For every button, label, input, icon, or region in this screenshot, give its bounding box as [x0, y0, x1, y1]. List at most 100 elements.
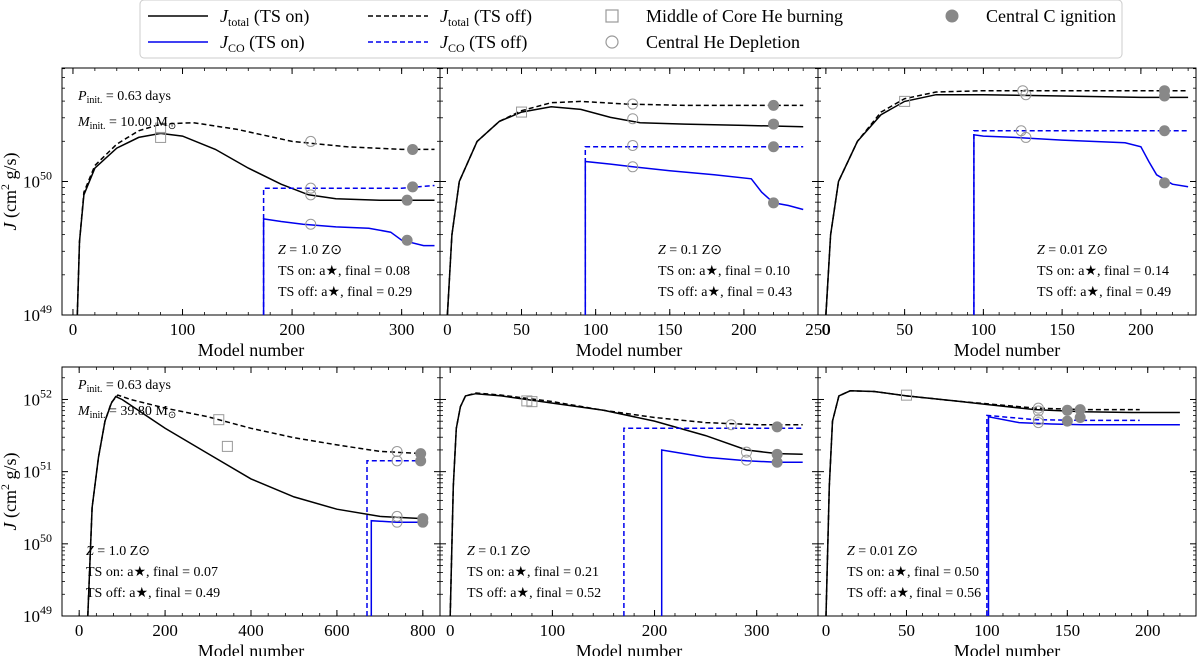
annotation-metallicity: Z = 1.0 Z⊙ [86, 544, 150, 559]
series-line [370, 519, 423, 616]
y-tick-label: 1049 [23, 603, 52, 626]
x-tick-label: 200 [152, 621, 178, 640]
legend-item-jco_on: JCO (TS on) [148, 32, 305, 55]
x-tick-label: 150 [1055, 621, 1081, 640]
x-tick-label: 800 [410, 621, 436, 640]
series-line [76, 132, 435, 315]
series-group [446, 100, 804, 315]
series-line [449, 392, 803, 616]
x-tick-label: 0 [69, 320, 78, 339]
legend-label-jco_off: JCO (TS off) [440, 32, 527, 55]
legend-label-mid: Middle of Core He burning [646, 6, 843, 26]
annotation-metallicity: Z = 0.01 Z⊙ [1037, 243, 1108, 258]
x-tick-label: 50 [513, 320, 530, 339]
marker-central-he-depletion [391, 510, 403, 522]
info-top: Pinit. = 0.63 days Minit. = 10.00 M⊙ [77, 89, 176, 132]
marker-middle-core-he-burning [900, 389, 912, 401]
legend-frame [139, 0, 1123, 59]
y-tick-label: 1050 [23, 531, 52, 554]
legend-item-dep: Central He Depletion [605, 32, 800, 52]
marker-central-he-depletion [305, 218, 317, 230]
marker-central-c-ignition [768, 141, 780, 153]
x-tick-label: 0 [822, 621, 831, 640]
series-line [446, 100, 804, 315]
series-line [986, 414, 1140, 616]
info-bottom: Pinit. = 0.63 days Minit. = 39.80 M⊙ [77, 378, 176, 421]
y-tick-label: 1050 [23, 168, 52, 191]
x-tick-label: 250 [805, 320, 831, 339]
x-axis-label: Model number [576, 340, 682, 360]
x-tick-label: 200 [1128, 320, 1154, 339]
x-axis-label: Model number [198, 340, 304, 360]
x-axis-label: Model number [198, 641, 304, 656]
x-tick-label: 600 [324, 621, 350, 640]
marker-central-he-depletion [391, 445, 403, 457]
marker-central-c-ignition [415, 455, 427, 467]
series-line [973, 130, 1189, 315]
legend-label-jt_on: Jtotal (TS on) [220, 6, 309, 29]
marker-central-he-depletion [725, 419, 737, 431]
series-line [660, 449, 803, 616]
annotation-ts-off-spin: TS off: a★, final = 0.29 [278, 285, 412, 300]
marker-middle-core-he-burning [899, 95, 911, 107]
annotation-ts-off-spin: TS off: a★, final = 0.43 [658, 285, 792, 300]
panel-bottom-left: 0 200 400 600 800 1049 1050 1051 1052 Model numbe… [0, 366, 441, 656]
marker-central-he-depletion [740, 446, 752, 458]
x-tick-label: 200 [1135, 621, 1161, 640]
x-tick-label: 100 [540, 621, 566, 640]
panel-top-right: 0 50 100 150 200 Model number Z = 0.01 Z⊙ TS on… [817, 67, 1197, 360]
annotation-metallicity: Z = 0.1 Z⊙ [658, 243, 722, 258]
y-tick-label: 1052 [23, 386, 52, 409]
series-line [987, 415, 1180, 616]
annotation-ts-on-spin: TS on: a★, final = 0.10 [658, 264, 790, 279]
annotation-ts-on-spin: TS on: a★, final = 0.14 [1037, 264, 1169, 279]
marker-central-he-depletion [305, 135, 317, 147]
marker-central-he-depletion [627, 113, 639, 125]
x-tick-label: 100 [170, 320, 196, 339]
marker-central-he-depletion [740, 454, 752, 466]
marker-central-he-depletion [1032, 414, 1044, 426]
marker-middle-core-he-burning [213, 414, 225, 426]
series-group [449, 392, 803, 616]
marker-central-c-ignition [401, 234, 413, 246]
marker-central-he-depletion [627, 161, 639, 173]
y-axis-label: J (cm2 g/s) [0, 453, 21, 531]
x-tick-label: 0 [446, 621, 455, 640]
x-tick-label: 0 [75, 621, 84, 640]
x-tick-label: 100 [583, 320, 609, 339]
annotation-ts-on-spin: TS on: a★, final = 0.07 [86, 565, 218, 580]
marker-central-c-ignition [1061, 415, 1073, 427]
x-tick-label: 300 [744, 621, 770, 640]
x-axis-label: Model number [576, 641, 682, 656]
series-line [366, 460, 423, 616]
x-tick-label: 150 [657, 320, 683, 339]
marker-central-he-depletion [627, 139, 639, 151]
marker-central-he-depletion [627, 98, 639, 110]
x-tick-label: 50 [896, 320, 913, 339]
y-tick-label: 1051 [23, 459, 52, 482]
series-line [584, 146, 804, 315]
x-tick-label: 100 [971, 320, 997, 339]
marker-central-c-ignition [768, 118, 780, 130]
legend-label-dep: Central He Depletion [646, 32, 800, 52]
x-tick-label: 300 [389, 320, 415, 339]
series-line [262, 218, 435, 315]
x-tick-label: 50 [898, 621, 915, 640]
marker-central-he-depletion [305, 182, 317, 194]
annotation-ts-off-spin: TS off: a★, final = 0.56 [847, 586, 981, 601]
x-tick-label: 200 [731, 320, 757, 339]
marker-central-he-depletion [305, 189, 317, 201]
x-tick-label: 0 [822, 320, 831, 339]
marker-middle-core-he-burning [221, 440, 233, 452]
legend-item-mid: Middle of Core He burning [605, 6, 843, 26]
marker-central-c-ignition [768, 99, 780, 111]
info-period: Pinit. = 0.63 days [77, 89, 171, 106]
legend-item-ign: Central C ignition [945, 6, 1116, 26]
legend-square-marker [605, 9, 619, 23]
marker-central-c-ignition [417, 516, 429, 528]
axes-frame-bottom-right [817, 366, 1197, 617]
annotation-ts-on-spin: TS on: a★, final = 0.08 [278, 264, 410, 279]
annotation-ts-on-spin: TS on: a★, final = 0.21 [467, 565, 599, 580]
marker-central-c-ignition [1074, 412, 1086, 424]
marker-central-c-ignition [771, 421, 783, 433]
